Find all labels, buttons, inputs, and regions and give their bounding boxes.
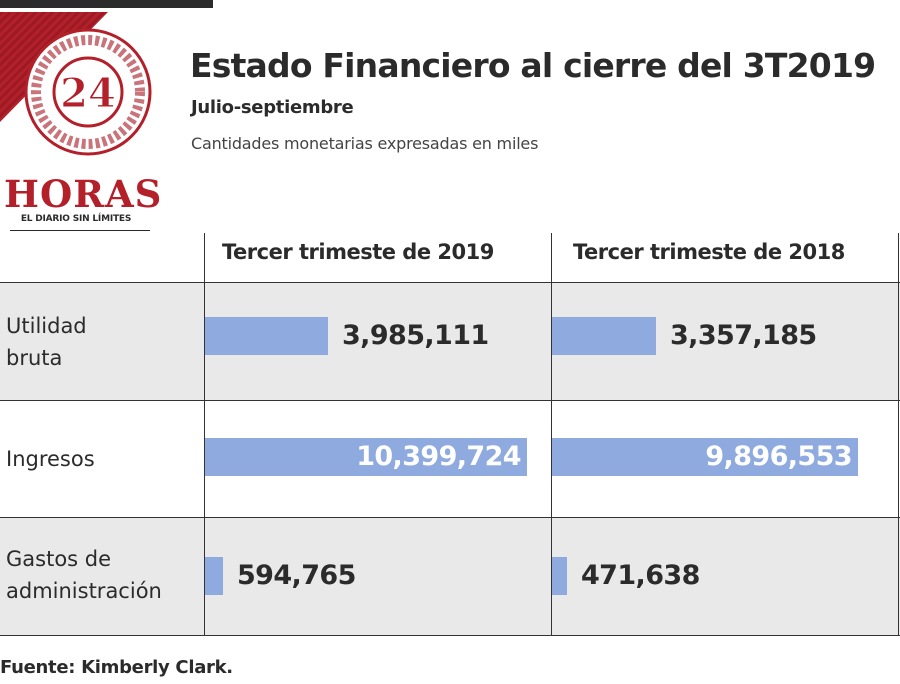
page-subtitle: Julio-septiembre — [191, 97, 354, 118]
row-background-3 — [0, 518, 900, 635]
row-label-ingresos: Ingresos — [6, 443, 95, 475]
value-label-2019-3: 594,765 — [237, 560, 356, 591]
column-header-2019: Tercer trimeste de 2019 — [222, 240, 494, 264]
bar-2019-3 — [205, 557, 223, 595]
unit-note: Cantidades monetarias expresadas en mile… — [191, 134, 539, 153]
value-label-2018-3: 471,638 — [581, 560, 700, 591]
bar-2018-1 — [552, 317, 656, 355]
column-header-2018: Tercer trimeste de 2018 — [573, 240, 845, 264]
logo-number: 24 — [60, 70, 116, 117]
table-divider — [0, 282, 900, 283]
row-label-utilidad-bruta: Utilidad bruta — [6, 310, 87, 374]
top-bar — [0, 0, 213, 8]
row-label-line: administración — [6, 579, 162, 603]
logo-emblem: 24 — [0, 12, 152, 156]
bar-2019-1 — [205, 317, 328, 355]
value-label-2019-1: 3,985,111 — [342, 320, 489, 351]
value-label-2018-2: 9,896,553 — [705, 441, 852, 472]
row-label-line: Gastos de — [6, 547, 112, 571]
value-label-2018-1: 3,357,185 — [670, 320, 817, 351]
page-title: Estado Financiero al cierre del 3T2019 — [190, 46, 876, 85]
logo: 24 HORAS EL DIARIO SIN LÍMITES — [0, 12, 163, 231]
bar-2018-2 — [552, 438, 858, 476]
column-divider — [204, 233, 205, 635]
column-divider — [551, 233, 552, 635]
source-note: Fuente: Kimberly Clark. — [0, 657, 233, 678]
table-divider — [0, 517, 900, 518]
logo-rule — [10, 230, 150, 231]
logo-wordmark: HORAS — [4, 172, 163, 216]
bar-2018-3 — [552, 557, 567, 595]
value-label-2019-2: 10,399,724 — [356, 441, 521, 472]
logo-tagline: EL DIARIO SIN LÍMITES — [20, 214, 132, 224]
row-background-1 — [0, 283, 900, 400]
row-label-gastos-administracion: Gastos de administración — [6, 543, 162, 607]
table-divider — [0, 635, 900, 636]
row-label-line: bruta — [6, 346, 63, 370]
column-divider — [898, 233, 899, 635]
row-label-line: Utilidad — [6, 314, 87, 338]
table-divider — [0, 400, 900, 401]
row-label-line: Ingresos — [6, 447, 95, 471]
bar-2019-2 — [205, 438, 527, 476]
